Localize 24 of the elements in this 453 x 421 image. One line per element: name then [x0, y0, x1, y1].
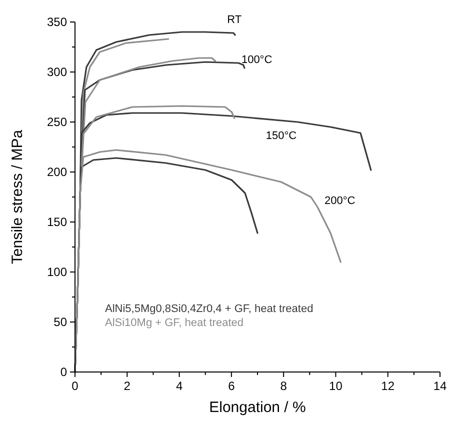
x-tick-label: 8 — [280, 379, 288, 393]
x-tick-label: 0 — [72, 379, 79, 393]
annotation: RT — [227, 14, 242, 26]
text: AlNi5,5Mg0,8Si0,4Zr0,4 + GF, heat treated — [105, 303, 314, 315]
x-tick-label: 14 — [433, 379, 447, 393]
y-tick-label: 200 — [46, 165, 68, 179]
y-tick-label: 50 — [54, 315, 68, 329]
x-tick-label: 6 — [228, 379, 236, 393]
x-tick-label: 4 — [176, 379, 183, 393]
y-tick-label: 350 — [46, 15, 68, 29]
y-tick-label: 300 — [46, 65, 68, 79]
x-tick-label: 12 — [381, 379, 395, 393]
x-tick-label: 2 — [124, 379, 131, 393]
y-tick-label: 100 — [46, 265, 68, 279]
y-tick-label: 150 — [46, 215, 68, 229]
x-axis-title: Elongation / % — [209, 399, 306, 416]
y-axis-title: Tensile stress / MPa — [9, 129, 26, 264]
annotation: 200°C — [324, 195, 356, 207]
y-tick-label: 250 — [46, 115, 68, 129]
x-tick-label: 10 — [329, 379, 343, 393]
annotation: 150°C — [266, 130, 297, 142]
y-tick-label: 0 — [60, 365, 68, 379]
text: AlSi10Mg + GF, heat treated — [105, 317, 244, 329]
annotation: 100°C — [241, 54, 272, 66]
